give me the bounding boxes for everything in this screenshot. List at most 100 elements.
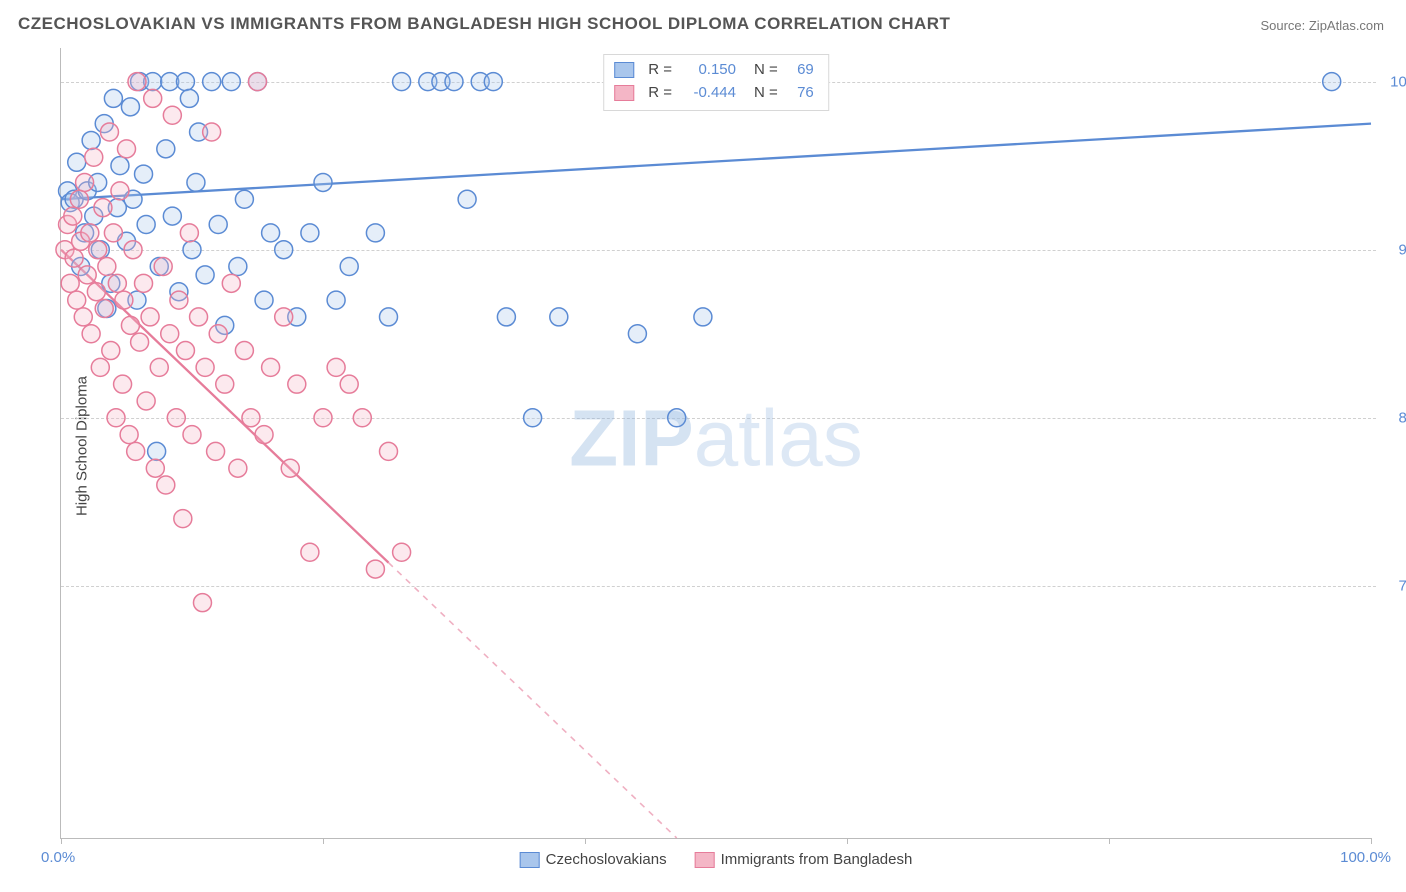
- data-point-bangladesh: [154, 258, 172, 276]
- data-point-bangladesh: [380, 442, 398, 460]
- plot-area: ZIPatlas R =0.150N =69R =-0.444N =76 0.0…: [60, 48, 1371, 839]
- data-point-bangladesh: [203, 123, 221, 141]
- data-point-czech: [68, 153, 86, 171]
- data-point-czech: [203, 73, 221, 91]
- data-point-bangladesh: [65, 249, 83, 267]
- data-point-czech: [262, 224, 280, 242]
- data-point-bangladesh: [135, 274, 153, 292]
- data-point-bangladesh: [108, 274, 126, 292]
- data-point-bangladesh: [146, 459, 164, 477]
- series-legend: Czechoslovakians Immigrants from Banglade…: [520, 851, 913, 868]
- data-point-czech: [484, 73, 502, 91]
- data-point-bangladesh: [121, 316, 139, 334]
- legend-item-bangladesh: Immigrants from Bangladesh: [695, 851, 913, 868]
- data-point-czech: [340, 258, 358, 276]
- data-point-bangladesh: [167, 409, 185, 427]
- x-axis-tick-mark: [61, 838, 62, 844]
- data-point-bangladesh: [76, 173, 94, 191]
- source-link[interactable]: ZipAtlas.com: [1309, 18, 1384, 33]
- legend-item-czech: Czechoslovakians: [520, 851, 667, 868]
- data-point-czech: [445, 73, 463, 91]
- data-point-bangladesh: [366, 560, 384, 578]
- data-point-czech: [497, 308, 515, 326]
- data-point-czech: [163, 207, 181, 225]
- data-point-bangladesh: [229, 459, 247, 477]
- data-point-bangladesh: [94, 199, 112, 217]
- data-point-czech: [366, 224, 384, 242]
- data-point-bangladesh: [235, 342, 253, 360]
- data-point-bangladesh: [249, 73, 267, 91]
- data-point-bangladesh: [70, 190, 88, 208]
- data-point-czech: [550, 308, 568, 326]
- data-point-czech: [137, 215, 155, 233]
- y-axis-tick: 100.0%: [1381, 73, 1406, 90]
- data-point-bangladesh: [115, 291, 133, 309]
- data-point-czech: [628, 325, 646, 343]
- data-point-bangladesh: [137, 392, 155, 410]
- y-axis-tick: 70.0%: [1381, 577, 1406, 594]
- data-point-czech: [148, 442, 166, 460]
- data-point-czech: [524, 409, 542, 427]
- data-point-bangladesh: [353, 409, 371, 427]
- data-point-bangladesh: [144, 89, 162, 107]
- chart-title: CZECHOSLOVAKIAN VS IMMIGRANTS FROM BANGL…: [18, 14, 950, 34]
- data-point-bangladesh: [340, 375, 358, 393]
- legend-swatch: [695, 852, 715, 868]
- y-axis-tick: 90.0%: [1381, 241, 1406, 258]
- data-point-bangladesh: [314, 409, 332, 427]
- data-point-czech: [668, 409, 686, 427]
- data-point-bangladesh: [82, 325, 100, 343]
- data-point-bangladesh: [196, 358, 214, 376]
- data-point-czech: [275, 241, 293, 259]
- data-point-czech: [176, 73, 194, 91]
- data-point-bangladesh: [120, 426, 138, 444]
- data-point-czech: [82, 131, 100, 149]
- data-point-bangladesh: [102, 342, 120, 360]
- stat-n-value: 76: [786, 82, 814, 105]
- data-point-bangladesh: [281, 459, 299, 477]
- x-axis-tick-mark: [1371, 838, 1372, 844]
- data-point-bangladesh: [81, 224, 99, 242]
- x-axis-tick-min: 0.0%: [41, 849, 75, 866]
- x-axis-tick-mark: [585, 838, 586, 844]
- data-point-bangladesh: [288, 375, 306, 393]
- data-point-bangladesh: [180, 224, 198, 242]
- data-point-bangladesh: [85, 148, 103, 166]
- data-point-bangladesh: [127, 442, 145, 460]
- data-point-bangladesh: [100, 123, 118, 141]
- data-point-bangladesh: [327, 358, 345, 376]
- data-point-bangladesh: [78, 266, 96, 284]
- data-point-bangladesh: [174, 510, 192, 528]
- x-axis-tick-mark: [1109, 838, 1110, 844]
- data-point-bangladesh: [216, 375, 234, 393]
- data-point-czech: [255, 291, 273, 309]
- data-point-czech: [135, 165, 153, 183]
- stat-r-label: R =: [648, 59, 672, 82]
- data-point-bangladesh: [95, 300, 113, 318]
- data-point-czech: [458, 190, 476, 208]
- y-axis-tick: 80.0%: [1381, 409, 1406, 426]
- data-point-bangladesh: [222, 274, 240, 292]
- stat-n-value: 69: [786, 59, 814, 82]
- data-point-czech: [222, 73, 240, 91]
- data-point-czech: [104, 89, 122, 107]
- data-point-bangladesh: [128, 73, 146, 91]
- stats-legend: R =0.150N =69R =-0.444N =76: [603, 54, 829, 111]
- data-point-bangladesh: [89, 241, 107, 259]
- data-point-czech: [1323, 73, 1341, 91]
- data-point-bangladesh: [124, 241, 142, 259]
- data-point-bangladesh: [118, 140, 136, 158]
- stat-r-value: -0.444: [680, 82, 736, 105]
- legend-label: Immigrants from Bangladesh: [721, 851, 913, 868]
- data-point-bangladesh: [242, 409, 260, 427]
- data-point-czech: [393, 73, 411, 91]
- data-point-bangladesh: [161, 325, 179, 343]
- data-point-bangladesh: [141, 308, 159, 326]
- data-point-czech: [157, 140, 175, 158]
- scatter-points-layer: [61, 48, 1371, 838]
- source-prefix: Source:: [1260, 18, 1308, 33]
- x-axis-tick-mark: [847, 838, 848, 844]
- legend-swatch: [614, 85, 634, 101]
- data-point-bangladesh: [87, 283, 105, 301]
- x-axis-tick-mark: [323, 838, 324, 844]
